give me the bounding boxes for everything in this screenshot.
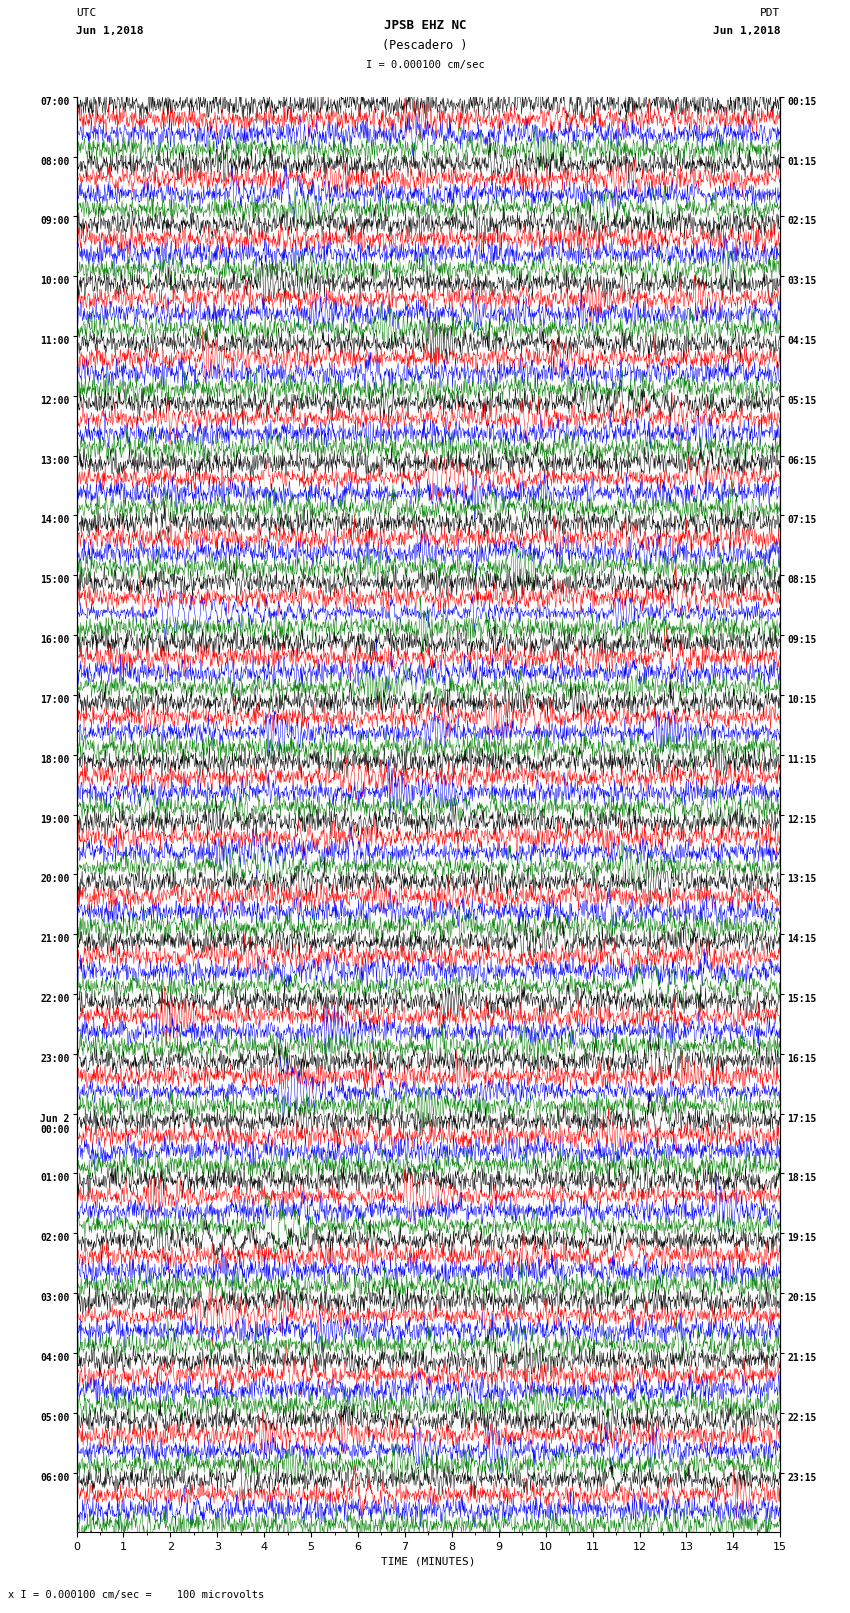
X-axis label: TIME (MINUTES): TIME (MINUTES) xyxy=(381,1557,476,1566)
Text: I = 0.000100 cm/sec: I = 0.000100 cm/sec xyxy=(366,60,484,69)
Text: Jun 1,2018: Jun 1,2018 xyxy=(76,26,144,35)
Text: Jun 1,2018: Jun 1,2018 xyxy=(713,26,780,35)
Text: (Pescadero ): (Pescadero ) xyxy=(382,39,468,52)
Text: PDT: PDT xyxy=(760,8,780,18)
Text: UTC: UTC xyxy=(76,8,97,18)
Text: JPSB EHZ NC: JPSB EHZ NC xyxy=(383,19,467,32)
Text: x I = 0.000100 cm/sec =    100 microvolts: x I = 0.000100 cm/sec = 100 microvolts xyxy=(8,1590,264,1600)
